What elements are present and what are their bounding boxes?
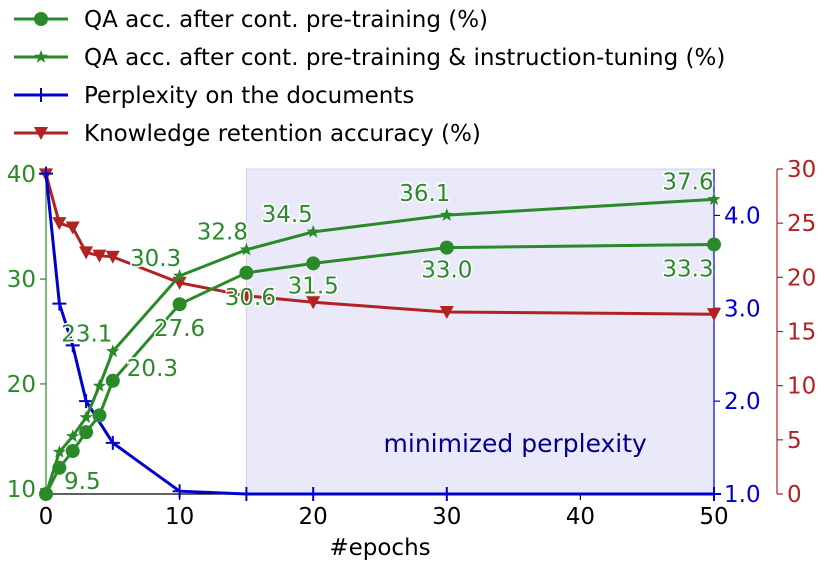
x-tick-label: 0: [39, 504, 54, 530]
data-point: [239, 487, 254, 501]
right-tick-label: 2.0: [724, 389, 761, 415]
data-point: [92, 249, 107, 263]
data-point: [79, 410, 93, 424]
data-point: [39, 166, 53, 181]
data-label: 32.8: [197, 220, 248, 246]
legend-entry-3: Knowledge retention accuracy (%): [14, 121, 481, 147]
right2-tick-label: 0: [787, 482, 802, 508]
legend-label: QA acc. after cont. pre-training (%): [84, 7, 488, 33]
data-point: [66, 429, 80, 442]
right-tick-label: 3.0: [724, 296, 761, 322]
data-label: 23.1: [61, 321, 112, 347]
data-point: [79, 246, 94, 260]
data-point: [79, 394, 94, 409]
legend-entry-2: Perplexity on the documents: [14, 83, 414, 109]
legend-entry-1: QA acc. after cont. pre-training & instr…: [14, 45, 725, 71]
legend-label: QA acc. after cont. pre-training & instr…: [84, 45, 725, 71]
data-label: 30.6: [225, 285, 276, 311]
legend-label: Perplexity on the documents: [84, 83, 414, 109]
left-tick-label: 40: [7, 162, 36, 188]
data-point: [65, 221, 80, 235]
right2-tick-label: 5: [787, 428, 802, 454]
x-tick-label: 20: [299, 504, 328, 530]
shaded-region: [245, 168, 715, 495]
left-tick-label: 30: [7, 267, 36, 293]
data-point: [306, 296, 321, 310]
data-point: [306, 487, 321, 501]
data-point: [707, 237, 721, 252]
data-label: 34.5: [262, 202, 313, 228]
series-0: [39, 237, 721, 501]
data-point: [439, 487, 454, 501]
data-label: 33.0: [421, 258, 472, 284]
x-tick-label: 40: [566, 504, 595, 530]
data-point: [52, 296, 67, 311]
right2-tick-label: 20: [787, 265, 816, 291]
right2-tick-label: 25: [787, 211, 816, 237]
data-label: 36.1: [399, 181, 450, 207]
data-point: [707, 192, 721, 206]
data-point: [52, 445, 66, 458]
right-tick-label: 1.0: [724, 482, 761, 508]
legend: QA acc. after cont. pre-training (%) QA a…: [14, 7, 725, 147]
data-label: 27.6: [154, 316, 205, 342]
legend-entry-0: QA acc. after cont. pre-training (%): [14, 7, 488, 33]
data-point: [172, 297, 187, 312]
series-layer: [39, 166, 721, 501]
series-line: [44, 173, 714, 496]
data-point: [105, 250, 120, 264]
x-tick-label: 10: [165, 504, 194, 530]
data-point: [440, 208, 454, 221]
data-point: [92, 379, 107, 392]
data-point: [239, 289, 254, 303]
series-2: [39, 166, 721, 501]
data-point: [92, 408, 107, 423]
data-point: [39, 487, 53, 501]
data-point: [65, 444, 80, 459]
data-point: [707, 308, 721, 322]
data-point: [105, 373, 120, 388]
left-tick-label: 10: [7, 477, 36, 503]
data-point: [52, 460, 67, 475]
data-point: [34, 127, 48, 140]
data-point: [306, 224, 320, 238]
data-point: [34, 88, 48, 102]
data-point: [52, 217, 67, 231]
x-tick-label: 50: [699, 504, 728, 530]
data-label: 30.3: [130, 246, 181, 272]
annotation-layer: 9.5 20.3 27.6 30.6 31.5 33.0 33.3 23.1 30.3 32.8 3…: [60, 168, 715, 497]
data-point: [79, 425, 94, 440]
data-label: 31.5: [288, 273, 339, 299]
data-point: [439, 306, 454, 319]
legend-label: Knowledge retention accuracy (%): [84, 121, 481, 147]
x-axis-label: #epochs: [329, 535, 430, 561]
data-point: [172, 268, 187, 282]
left-tick-label: 20: [7, 372, 36, 398]
data-label: 9.5: [64, 469, 101, 495]
data-point: [34, 50, 48, 63]
right2-tick-label: 10: [787, 374, 816, 400]
data-label: 33.3: [662, 256, 713, 282]
data-point: [707, 487, 721, 501]
data-point: [34, 12, 48, 26]
data-point: [239, 242, 254, 256]
x-tick-label: 30: [432, 504, 461, 530]
data-point: [439, 240, 454, 255]
axis-ticks: 0 10 20 30 40 50102030401.02.03.04.0051015202…: [7, 157, 817, 530]
data-point: [306, 256, 321, 271]
data-point: [239, 265, 254, 280]
data-point: [105, 435, 120, 450]
data-point: [106, 344, 120, 358]
data-point: [65, 338, 80, 353]
right-tick-label: 4.0: [724, 203, 761, 229]
data-label: 20.3: [127, 356, 178, 382]
data-label: 37.6: [662, 169, 713, 195]
right2-tick-label: 15: [787, 320, 816, 346]
right2-tick-label: 30: [787, 157, 816, 183]
shaded-region-label: minimized perplexity: [384, 429, 648, 458]
data-point: [172, 484, 187, 499]
